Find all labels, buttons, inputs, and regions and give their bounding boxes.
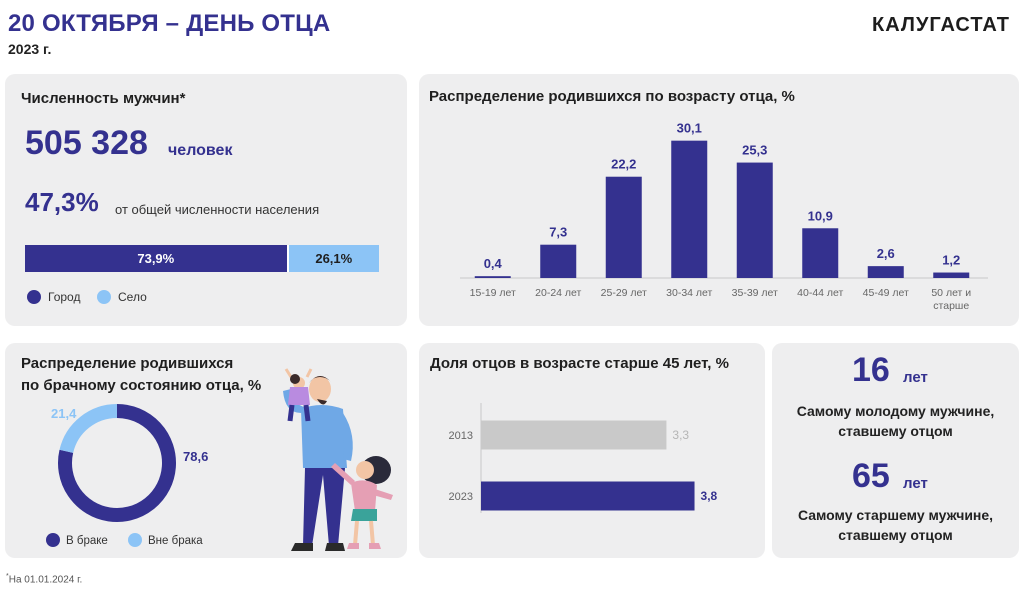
oldest-father-age-unit: лет — [903, 475, 928, 492]
older-value-label: 3,8 — [701, 489, 718, 503]
marital-donut-chart: 78,6 21,4 В браке Вне брака — [46, 368, 393, 551]
youngest-father-age: 16 — [852, 351, 890, 389]
age-bar — [671, 140, 708, 278]
age-bar — [867, 266, 904, 278]
older-value-label: 3,3 — [672, 428, 689, 442]
youngest-caption-line2: ставшему отцом — [838, 423, 953, 439]
page-year: 2023 г. — [8, 41, 52, 57]
oldest-caption-line2: ставшему отцом — [838, 527, 953, 543]
marital-title-line2: по брачному состоянию отца, % — [21, 377, 262, 394]
legend-unmarried-label: Вне брака — [148, 535, 203, 547]
legend-married-label: В браке — [66, 535, 108, 547]
split-bar-city-label: 73,9% — [137, 251, 175, 266]
age-category-label: 15-19 лет — [470, 287, 516, 299]
older-bar-2013 — [481, 420, 667, 450]
father-ages-card: 16 лет Самому молодому мужчине, ставшему… — [772, 343, 1019, 558]
legend-village-label: Село — [118, 290, 147, 304]
donut-slice-married — [58, 404, 176, 522]
age-bar-value-label: 1,2 — [942, 253, 960, 268]
city-village-bar: 73,9% 26,1% — [25, 245, 379, 272]
men-share: 47,3% — [25, 187, 99, 217]
legend-village: Село — [97, 290, 147, 304]
older-bar-2023 — [481, 481, 695, 511]
youngest-caption: Самому молодому мужчине, ставшему отцом — [772, 401, 1019, 441]
marital-status-card: Распределение родившихся по брачному сос… — [5, 343, 407, 558]
father-age-card: Распределение родившихся по возрасту отц… — [419, 74, 1019, 326]
age-bar-value-label: 7,3 — [549, 225, 567, 240]
split-bar-village-label: 26,1% — [315, 251, 353, 266]
age-bar — [736, 162, 773, 278]
age-bar-value-label: 2,6 — [877, 246, 895, 261]
age-bar-chart: 0,4 15-19 лет 7,3 20-24 лет 22,2 25-29 лет 30,… — [460, 121, 988, 312]
footnote-text: На 01.01.2024 г. — [8, 574, 83, 586]
footnote: *На 01.01.2024 г. — [6, 573, 82, 585]
logo: КАЛУГАСТАТ — [872, 14, 1010, 36]
legend-married-dot — [46, 533, 60, 547]
youngest-father-age-unit: лет — [903, 369, 928, 386]
age-category-label: 50 лет и — [931, 287, 971, 299]
age-category-label: 40-44 лет — [797, 287, 843, 299]
marital-title: Распределение родившихся по брачному сос… — [21, 353, 261, 397]
age-bar-value-label: 30,1 — [677, 121, 702, 136]
age-category-label: 35-39 лет — [732, 287, 778, 299]
oldest-caption: Самому старшему мужчине, ставшему отцом — [772, 505, 1019, 545]
donut-married-value: 78,6 — [183, 449, 208, 464]
split-bar-city: 73,9% — [25, 245, 287, 272]
donut-slice-unmarried — [59, 404, 118, 454]
oldest-father-age: 65 — [852, 457, 890, 495]
legend-city-label: Город — [48, 290, 81, 304]
donut-unmarried-value: 21,4 — [51, 406, 77, 421]
legend-city-dot — [27, 290, 41, 304]
age-bar-value-label: 0,4 — [484, 256, 503, 271]
age-chart-title: Распределение родившихся по возрасту отц… — [429, 88, 795, 105]
age-bar-value-label: 25,3 — [742, 143, 767, 158]
older-category-label: 2013 — [449, 430, 473, 442]
age-bar — [802, 228, 839, 278]
older-category-label: 2023 — [449, 491, 473, 503]
older-title: Доля отцов в возрасте старше 45 лет, % — [430, 355, 729, 372]
age-bar — [933, 272, 970, 278]
age-category-label: 20-24 лет — [535, 287, 581, 299]
father-illustration-icon — [283, 368, 353, 551]
men-count: 505 328 — [25, 124, 148, 162]
age-category-label: 30-34 лет — [666, 287, 712, 299]
older-fathers-card: Доля отцов в возрасте старше 45 лет, % 2… — [419, 343, 765, 558]
legend-unmarried-dot — [128, 533, 142, 547]
oldest-caption-line1: Самому старшему мужчине, — [797, 507, 994, 523]
older-fathers-bar-chart: 2013 3,3 2023 3,8 — [449, 403, 718, 513]
page-title: 20 ОКТЯБРЯ – ДЕНЬ ОТЦА — [8, 10, 331, 37]
age-bar-value-label: 10,9 — [808, 208, 833, 223]
men-count-unit: человек — [168, 142, 233, 159]
split-bar-village: 26,1% — [286, 245, 379, 272]
age-category-label: 45-49 лет — [863, 287, 909, 299]
youngest-caption-line1: Самому молодому мужчине, — [796, 403, 995, 419]
age-bar — [474, 276, 511, 278]
legend-city: Город — [27, 290, 80, 304]
age-category-label: старше — [933, 300, 969, 312]
men-share-text: от общей численности населения — [115, 202, 320, 217]
age-bar-value-label: 22,2 — [611, 157, 636, 172]
age-category-label: 25-29 лет — [601, 287, 647, 299]
marital-title-line1: Распределение родившихся — [21, 355, 234, 372]
legend-village-dot — [97, 290, 111, 304]
men-count-card: Численность мужчин* 505 328 человек 47,3… — [5, 74, 407, 326]
girl-illustration-icon — [331, 456, 393, 549]
age-bar — [540, 244, 577, 278]
age-bar — [605, 176, 642, 278]
footnote-mark: * — [6, 573, 9, 580]
men-card-title: Численность мужчин* — [21, 90, 186, 107]
